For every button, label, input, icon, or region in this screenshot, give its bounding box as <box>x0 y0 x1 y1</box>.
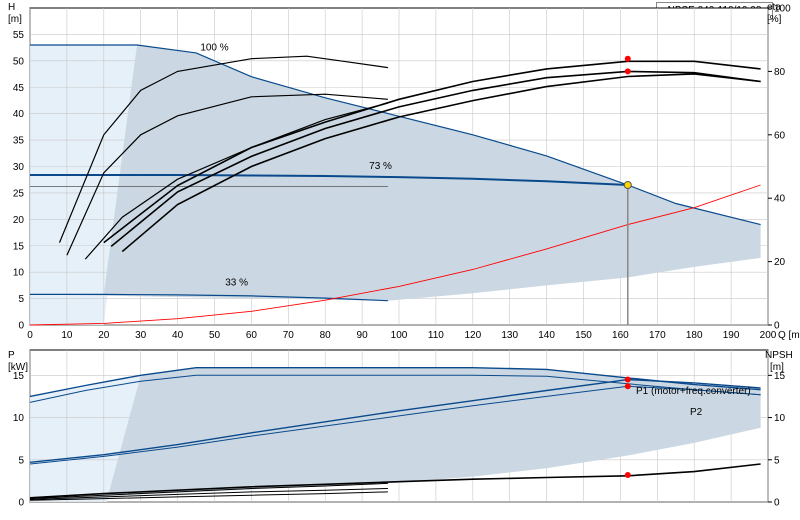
x-tick-label: 10 <box>61 330 73 341</box>
x-tick-label: 80 <box>320 330 332 341</box>
y-tick-label: 35 <box>13 136 25 147</box>
x-tick-label: 50 <box>209 330 221 341</box>
marker-point <box>624 471 631 478</box>
x-axis-label: Q [m³/h] <box>778 330 800 341</box>
y2-tick-label: 0 <box>774 321 780 332</box>
y2-tick-label: 10 <box>774 413 786 424</box>
operating-point <box>623 180 632 189</box>
y2-axis-label: [%] <box>767 14 782 25</box>
y2-tick-label: 80 <box>774 67 786 78</box>
series-line <box>29 488 388 500</box>
series-line <box>29 378 761 463</box>
y2-tick-label: 60 <box>774 130 786 141</box>
series-line <box>29 374 761 403</box>
operating-range-band <box>30 44 761 301</box>
y-tick-label: 0 <box>18 321 24 332</box>
y-tick-label: 30 <box>13 162 25 173</box>
x-tick-label: 170 <box>649 330 666 341</box>
legend-label-p1: P1 (motor+freq.converter) <box>636 386 751 397</box>
y-tick-label: 20 <box>13 215 25 226</box>
y-tick-label: 0 <box>18 498 24 509</box>
x-tick-label: 30 <box>135 330 147 341</box>
y2-tick-label: 15 <box>774 371 786 382</box>
x-tick-label: 140 <box>538 330 555 341</box>
y-axis-label: [m] <box>8 14 22 25</box>
x-tick-label: 160 <box>612 330 629 341</box>
x-tick-label: 100 <box>391 330 408 341</box>
y-tick-label: 15 <box>13 371 25 382</box>
y-tick-label: 15 <box>13 241 25 252</box>
y-tick-label: 10 <box>13 413 25 424</box>
x-tick-label: 90 <box>357 330 369 341</box>
curve-annotation: 100 % <box>200 42 228 53</box>
series-line <box>29 463 761 499</box>
power-panel: 0 5 10 15 0 5 10 15 P[kW] NPSH[m] P1 (motor+freq.c… <box>8 349 793 509</box>
marker-point <box>624 68 631 75</box>
x-tick-label: 130 <box>501 330 518 341</box>
x-tick-label: 190 <box>723 330 740 341</box>
series-line <box>84 102 389 260</box>
x-tick-label: 150 <box>575 330 592 341</box>
series-line <box>29 367 761 398</box>
x-tick-label: 0 <box>27 330 33 341</box>
y2-tick-label: 40 <box>774 194 786 205</box>
y-tick-label: 50 <box>13 56 25 67</box>
x-tick-label: 70 <box>283 330 295 341</box>
x-tick-label: 20 <box>98 330 110 341</box>
x-tick-label: 40 <box>172 330 184 341</box>
y2-axis-label: NPSH <box>765 350 793 361</box>
marker-point <box>624 383 631 390</box>
y-tick-label: 40 <box>13 109 25 120</box>
legend-label-p2: P2 <box>690 407 703 418</box>
y-tick-label: 45 <box>13 83 25 94</box>
series-line <box>110 70 761 248</box>
x-tick-label: 110 <box>428 330 444 341</box>
x-tick-label: 120 <box>464 330 481 341</box>
y2-tick-label: 5 <box>774 455 780 466</box>
y2-tick-label: 20 <box>774 257 786 268</box>
marker-point <box>624 376 631 383</box>
series-line <box>66 93 388 256</box>
x-tick-label: 200 <box>760 330 777 341</box>
y-tick-label: 5 <box>18 455 24 466</box>
y-axis-label: H <box>8 2 15 13</box>
curve-annotation: 33 % <box>225 277 248 288</box>
x-tick-label: 60 <box>246 330 258 341</box>
series-line <box>29 482 388 500</box>
y-tick-label: 5 <box>18 294 24 305</box>
x-tick-label: 180 <box>686 330 703 341</box>
y-axis-label: P <box>8 350 15 361</box>
low-flow-region <box>30 375 141 502</box>
y-axis-label: [kW] <box>8 362 28 373</box>
y2-tick-label: 100 <box>774 4 791 15</box>
y-tick-label: 55 <box>13 30 25 41</box>
curve-annotation: 73 % <box>369 161 392 172</box>
y-tick-label: 10 <box>13 268 25 279</box>
series-line <box>29 491 388 501</box>
y2-tick-label: 0 <box>774 498 780 509</box>
head-panel: 0510152025303540455055020406080100H[m]et… <box>8 2 800 341</box>
series-line <box>29 385 761 465</box>
series-line <box>121 73 761 253</box>
series-line <box>29 184 761 326</box>
series-line <box>103 60 761 244</box>
operating-range-band <box>30 367 761 500</box>
series-line <box>30 174 628 186</box>
series-line <box>58 55 388 243</box>
marker-point <box>624 55 631 62</box>
y2-axis-label: [m] <box>770 362 784 373</box>
y-tick-label: 25 <box>13 188 25 199</box>
y2-axis-label: eta <box>767 2 781 13</box>
